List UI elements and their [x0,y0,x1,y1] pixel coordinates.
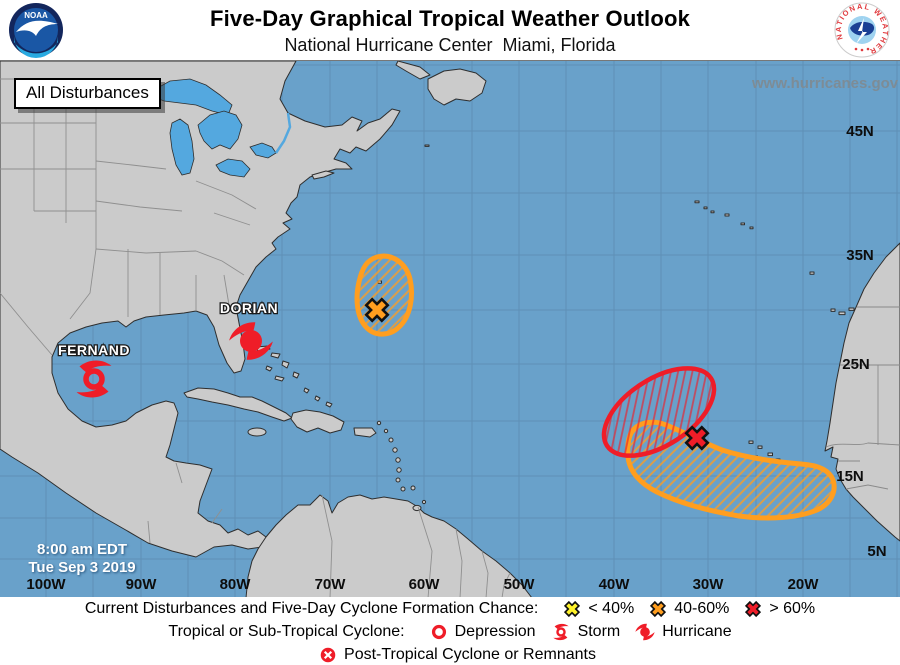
yellow-x-icon [564,600,581,617]
post-tropical-icon [320,647,336,662]
puerto-rico [353,427,377,438]
legend-storm-text: Storm [577,622,621,640]
north-america [0,61,401,558]
africa [824,242,900,542]
svg-text:20W: 20W [788,576,820,593]
legend-hurricane-text: Hurricane [662,622,732,640]
great-lakes [151,78,277,178]
legend-row-formation-chance: Current Disturbances and Five-Day Cyclon… [0,597,900,620]
legend-medium-chance-text: 40-60% [674,599,730,617]
legend-row-post-tropical: Post-Tropical Cyclone or Remnants [0,643,900,665]
svg-text:45N: 45N [846,123,874,140]
legend-item-depression: Depression [429,622,536,642]
legend-depression-text: Depression [454,622,536,640]
long-island [311,170,335,180]
st-lawrence-river [274,112,292,154]
svg-text:30W: 30W [693,576,725,593]
legend-item-low-chance: < 40% [562,599,634,619]
page-subtitle: National Hurricane Center Miami, Florida [284,35,616,55]
issuance-time: 8:00 am EDT [36,541,128,558]
issuance-date: Tue Sep 3 2019 [28,559,136,576]
bahamas [255,345,333,408]
legend-row-cyclone-types: Tropical or Sub-Tropical Cyclone: Depres… [0,620,900,643]
legend-item-high-chance: > 60% [743,599,815,619]
depression-icon [431,624,446,639]
legend-cyclone-label: Tropical or Sub-Tropical Cyclone: [168,622,405,640]
disturbance-area-east-atlantic-red[interactable] [589,351,729,474]
azores [694,200,754,230]
noaa-logo-text: NOAA [24,11,48,20]
noaa-logo: NOAA [9,3,63,58]
legend-item-post-tropical: Post-Tropical Cyclone or Remnants [318,645,596,665]
svg-text:100W: 100W [26,576,66,593]
hurricane-icon [635,623,655,640]
header: NOAA Five-Day Graphical Tropical Weather… [0,0,900,60]
storm-label-dorian: DORIAN [220,300,278,316]
jamaica [247,427,267,437]
state-borders [0,78,511,598]
storm-icon [552,623,569,640]
red-x-icon [745,600,762,617]
svg-text:40W: 40W [599,576,631,593]
landmasses [0,61,900,598]
svg-text:15N: 15N [836,468,864,485]
sable-island [424,144,430,147]
lightning-bolt-icon [856,18,867,44]
legend-post-tropical-text: Post-Tropical Cyclone or Remnants [344,645,596,663]
watermark: www.hurricanes.gov [752,75,899,92]
issuance-timestamp: 8:00 am EDT Tue Sep 3 2019 [12,541,152,577]
legend-low-chance-text: < 40% [588,599,635,617]
hurricane-symbol-dorian[interactable] [225,318,277,364]
legend-item-medium-chance: 40-60% [648,599,729,619]
orange-x-icon [650,600,667,617]
legend-item-storm: Storm [550,621,621,643]
storm-label-fernand: FERNAND [58,342,130,358]
svg-text:5N: 5N [867,543,886,560]
page-title: Five-Day Graphical Tropical Weather Outl… [209,6,691,31]
svg-text:25N: 25N [842,356,870,373]
disturbance-area-central-atlantic[interactable] [354,253,415,337]
longitude-labels: 100W 90W 80W 70W 60W 50W 40W 30W 20W [26,576,819,593]
storm-symbol-fernand[interactable] [68,354,120,404]
outlook-map[interactable]: FERNAND DORIAN 45N 35N 25N 15N 5N 100W 9… [0,60,900,598]
legend: Current Disturbances and Five-Day Cyclon… [0,597,900,665]
legend-formation-label: Current Disturbances and Five-Day Cyclon… [84,599,539,617]
svg-text:50W: 50W [504,576,536,593]
nws-logo: NATIONAL WEATHER SERVICE [834,2,890,58]
hispaniola [290,409,345,434]
newfoundland [427,68,487,106]
atlantic-basemap: FERNAND DORIAN 45N 35N 25N 15N 5N 100W 9… [0,61,900,598]
legend-high-chance-text: > 60% [769,599,816,617]
latitude-labels: 45N 35N 25N 15N 5N [836,123,886,560]
svg-text:70W: 70W [315,576,347,593]
svg-text:60W: 60W [409,576,441,593]
svg-text:90W: 90W [126,576,158,593]
lesser-antilles [376,420,427,512]
all-disturbances-tab[interactable]: All Disturbances [14,78,161,109]
svg-text:80W: 80W [220,576,252,593]
africa-borders [825,306,900,490]
legend-item-hurricane: Hurricane [634,621,732,643]
svg-text:35N: 35N [846,247,874,264]
labrador [395,61,431,80]
